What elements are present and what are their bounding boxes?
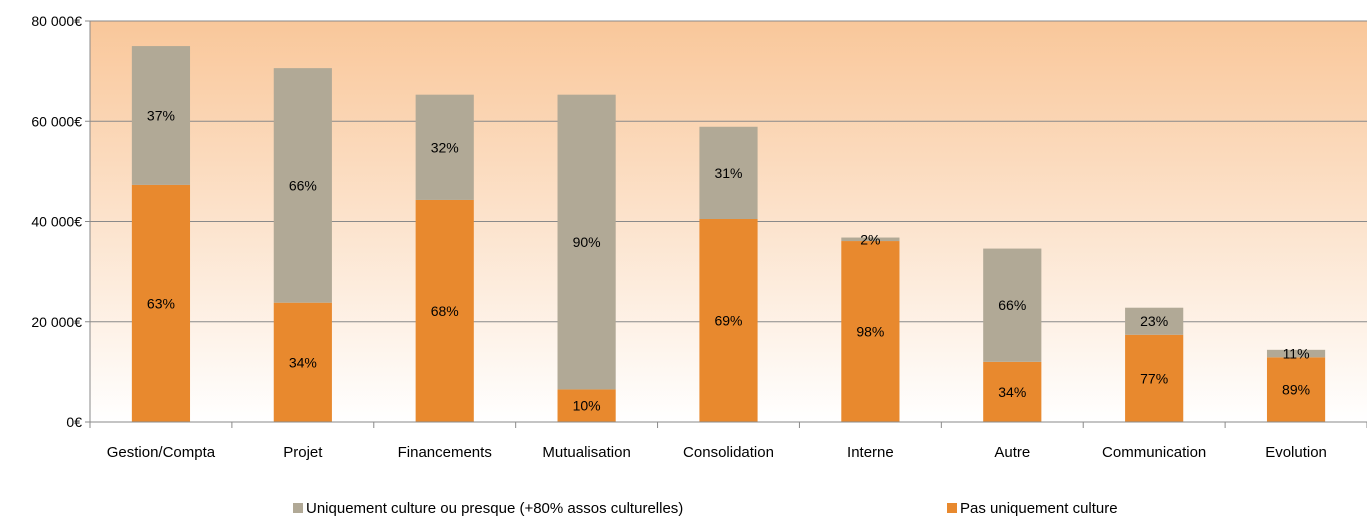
legend-swatch	[947, 503, 957, 513]
bar-segment	[1125, 307, 1184, 335]
bar-segment	[1125, 334, 1184, 422]
data-label: 32%	[431, 139, 459, 155]
data-label: 23%	[1140, 313, 1168, 329]
bar-segment	[557, 94, 616, 390]
data-label: 90%	[573, 234, 601, 250]
legend-label: Uniquement culture ou presque (+80% asso…	[306, 500, 683, 517]
bar-segment	[841, 241, 900, 422]
bar-segment	[1266, 357, 1326, 422]
bar-segment	[415, 199, 474, 422]
data-label: 89%	[1282, 382, 1310, 398]
bar-labels: 63% 37% 34% 66% 68% 32% 10% 90% 69% 31% 98% 2% 34% 66…	[147, 107, 1310, 413]
y-tick-label: 0€	[66, 414, 82, 430]
x-tick-label: Interne	[847, 444, 894, 461]
x-axis: Gestion/Compta Projet Financements Mutualis…	[89, 421, 1367, 461]
x-tick-label: Autre	[994, 444, 1030, 461]
data-label: 77%	[1140, 370, 1168, 386]
y-tick-label: 80 000€	[31, 13, 82, 29]
x-tick-label: Gestion/Compta	[107, 444, 216, 461]
y-tick-label: 40 000€	[31, 214, 82, 230]
bar-segment	[841, 237, 900, 242]
data-label: 37%	[147, 107, 175, 123]
data-label: 68%	[431, 303, 459, 319]
data-label: 31%	[714, 165, 742, 181]
legend-swatch	[293, 503, 303, 513]
bar-segment	[131, 46, 191, 185]
bars	[131, 46, 1326, 422]
data-label: 66%	[289, 177, 317, 193]
legend-label: Pas uniquement culture	[960, 500, 1118, 517]
bar-segment	[1266, 349, 1326, 358]
y-axis: 0€ 20 000€ 40 000€ 60 000€ 80 000€	[31, 13, 91, 430]
y-tick-label: 20 000€	[31, 314, 82, 330]
y-tick-label: 60 000€	[31, 113, 82, 129]
x-tick-label: Projet	[283, 444, 323, 461]
x-tick-label: Consolidation	[683, 444, 774, 461]
data-label: 98%	[856, 324, 884, 340]
bar-segment	[557, 389, 616, 422]
bar-segment	[983, 361, 1042, 422]
bar-segment	[415, 94, 474, 200]
data-label: 63%	[147, 295, 175, 311]
bar-segment	[699, 126, 758, 219]
x-tick-label: Mutualisation	[542, 444, 630, 461]
data-label: 10%	[573, 398, 601, 414]
x-tick-label: Financements	[398, 444, 492, 461]
data-label: 34%	[998, 384, 1026, 400]
data-label: 66%	[998, 297, 1026, 313]
data-label: 11%	[1283, 346, 1310, 362]
data-label: 2%	[860, 231, 880, 247]
legend: Uniquement culture ou presque (+80% asso…	[293, 500, 1118, 517]
bar-segment	[131, 184, 191, 422]
bar-segment	[983, 248, 1042, 362]
x-tick-label: Communication	[1102, 444, 1206, 461]
bar-segment	[273, 302, 332, 422]
bar-segment	[273, 68, 332, 303]
x-tick-label: Evolution	[1265, 444, 1327, 461]
data-label: 69%	[714, 312, 742, 328]
data-label: 34%	[289, 354, 317, 370]
bar-segment	[699, 218, 758, 422]
